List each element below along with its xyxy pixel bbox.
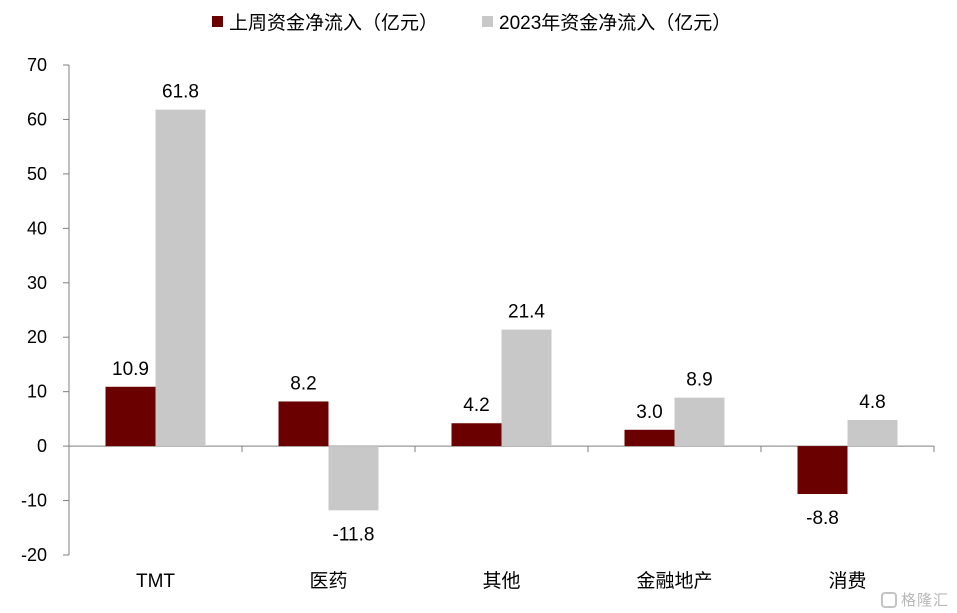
- bar-series-2: [328, 446, 379, 511]
- x-category-label: TMT: [136, 571, 175, 592]
- bar-series-1: [451, 423, 502, 447]
- bar-series-2: [847, 419, 898, 447]
- y-tick-label: 40: [27, 218, 47, 238]
- data-label-series-1: 3.0: [636, 402, 662, 423]
- legend-label-last-week: 上周资金净流入（亿元）: [229, 13, 439, 34]
- x-category-label: 金融地产: [636, 570, 712, 592]
- bar-series-1: [624, 429, 675, 447]
- x-category-label: 消费: [828, 570, 866, 592]
- legend-swatch-2023: [482, 16, 494, 27]
- y-tick-label: 0: [37, 436, 47, 456]
- data-label-series-2: 4.8: [859, 392, 885, 413]
- data-label-series-1: 10.9: [112, 359, 149, 380]
- bar-series-2: [674, 397, 725, 447]
- y-tick-label: 50: [27, 164, 47, 184]
- watermark-text: 格隆汇: [900, 592, 949, 609]
- data-label-series-1: 8.2: [290, 373, 316, 394]
- watermark: 格隆汇: [880, 589, 949, 610]
- data-label-series-2: 61.8: [162, 82, 199, 103]
- legend-item-2023: 2023年资金净流入（亿元）: [482, 8, 731, 35]
- legend-item-last-week: 上周资金净流入（亿元）: [212, 8, 438, 35]
- legend-label-2023: 2023年资金净流入（亿元）: [499, 13, 732, 34]
- y-tick-label: 70: [27, 55, 47, 75]
- bar-series-1: [105, 386, 156, 447]
- y-tick-label: -20: [21, 545, 47, 565]
- x-category-label: 医药: [309, 570, 347, 592]
- y-tick-label: 10: [27, 382, 47, 402]
- data-label-series-1: 4.2: [463, 395, 489, 416]
- bar-series-1: [797, 446, 848, 495]
- data-label-series-2: 21.4: [508, 302, 545, 323]
- y-tick-label: -10: [21, 491, 47, 511]
- y-tick-label: 30: [27, 273, 47, 293]
- y-tick-label: 20: [27, 327, 47, 347]
- data-label-series-2: 8.9: [686, 370, 712, 391]
- data-label-series-1: -8.8: [806, 508, 839, 529]
- x-category-label: 其他: [482, 570, 520, 592]
- bar-series-2: [501, 329, 552, 447]
- bar-series-2: [155, 109, 206, 447]
- legend-swatch-last-week: [212, 16, 223, 27]
- y-tick-label: 60: [27, 109, 47, 129]
- data-label-series-2: -11.8: [333, 524, 375, 545]
- bar-series-1: [278, 401, 329, 447]
- gelonghui-logo-icon: [880, 591, 897, 608]
- chart-legend: 上周资金净流入（亿元） 2023年资金净流入（亿元）: [212, 8, 775, 35]
